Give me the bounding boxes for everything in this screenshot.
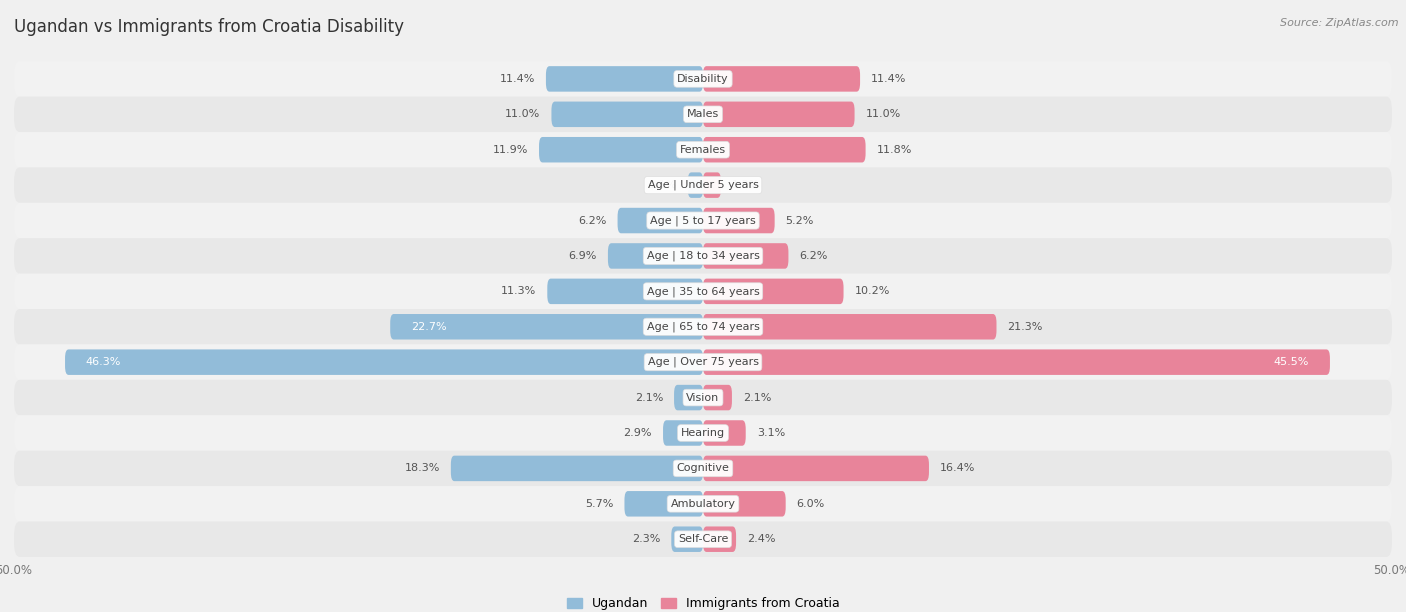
Text: Males: Males bbox=[688, 110, 718, 119]
Text: 2.3%: 2.3% bbox=[631, 534, 661, 544]
FancyBboxPatch shape bbox=[703, 243, 789, 269]
FancyBboxPatch shape bbox=[546, 66, 703, 92]
FancyBboxPatch shape bbox=[703, 385, 733, 410]
FancyBboxPatch shape bbox=[14, 168, 1392, 203]
Text: 3.1%: 3.1% bbox=[756, 428, 785, 438]
Text: 11.8%: 11.8% bbox=[876, 144, 912, 155]
FancyBboxPatch shape bbox=[14, 274, 1392, 309]
FancyBboxPatch shape bbox=[703, 102, 855, 127]
FancyBboxPatch shape bbox=[617, 208, 703, 233]
FancyBboxPatch shape bbox=[14, 345, 1392, 380]
FancyBboxPatch shape bbox=[14, 416, 1392, 450]
Text: Self-Care: Self-Care bbox=[678, 534, 728, 544]
Legend: Ugandan, Immigrants from Croatia: Ugandan, Immigrants from Croatia bbox=[561, 592, 845, 612]
FancyBboxPatch shape bbox=[391, 314, 703, 340]
FancyBboxPatch shape bbox=[703, 208, 775, 233]
Text: 2.4%: 2.4% bbox=[747, 534, 776, 544]
Text: 11.0%: 11.0% bbox=[505, 110, 540, 119]
Text: 45.5%: 45.5% bbox=[1274, 357, 1309, 367]
FancyBboxPatch shape bbox=[703, 314, 997, 340]
Text: 5.7%: 5.7% bbox=[585, 499, 613, 509]
Text: 11.4%: 11.4% bbox=[872, 74, 907, 84]
FancyBboxPatch shape bbox=[671, 526, 703, 552]
Text: 46.3%: 46.3% bbox=[86, 357, 121, 367]
Text: Females: Females bbox=[681, 144, 725, 155]
FancyBboxPatch shape bbox=[624, 491, 703, 517]
Text: 22.7%: 22.7% bbox=[411, 322, 447, 332]
Text: 21.3%: 21.3% bbox=[1008, 322, 1043, 332]
FancyBboxPatch shape bbox=[538, 137, 703, 162]
Text: 1.3%: 1.3% bbox=[733, 180, 761, 190]
FancyBboxPatch shape bbox=[14, 132, 1392, 168]
FancyBboxPatch shape bbox=[14, 380, 1392, 416]
FancyBboxPatch shape bbox=[703, 137, 866, 162]
Text: 6.0%: 6.0% bbox=[797, 499, 825, 509]
FancyBboxPatch shape bbox=[688, 173, 703, 198]
FancyBboxPatch shape bbox=[14, 486, 1392, 521]
Text: 2.9%: 2.9% bbox=[623, 428, 652, 438]
Text: Ambulatory: Ambulatory bbox=[671, 499, 735, 509]
FancyBboxPatch shape bbox=[664, 420, 703, 446]
Text: 11.9%: 11.9% bbox=[492, 144, 529, 155]
Text: Age | 18 to 34 years: Age | 18 to 34 years bbox=[647, 251, 759, 261]
Text: Disability: Disability bbox=[678, 74, 728, 84]
Text: Vision: Vision bbox=[686, 392, 720, 403]
Text: 16.4%: 16.4% bbox=[941, 463, 976, 474]
Text: 2.1%: 2.1% bbox=[742, 392, 772, 403]
Text: Ugandan vs Immigrants from Croatia Disability: Ugandan vs Immigrants from Croatia Disab… bbox=[14, 18, 404, 36]
FancyBboxPatch shape bbox=[65, 349, 703, 375]
FancyBboxPatch shape bbox=[551, 102, 703, 127]
Text: Cognitive: Cognitive bbox=[676, 463, 730, 474]
Text: Age | Under 5 years: Age | Under 5 years bbox=[648, 180, 758, 190]
Text: Hearing: Hearing bbox=[681, 428, 725, 438]
Text: Age | 65 to 74 years: Age | 65 to 74 years bbox=[647, 321, 759, 332]
Text: 1.1%: 1.1% bbox=[648, 180, 676, 190]
Text: 18.3%: 18.3% bbox=[405, 463, 440, 474]
FancyBboxPatch shape bbox=[14, 203, 1392, 238]
FancyBboxPatch shape bbox=[703, 278, 844, 304]
FancyBboxPatch shape bbox=[547, 278, 703, 304]
FancyBboxPatch shape bbox=[14, 97, 1392, 132]
FancyBboxPatch shape bbox=[14, 521, 1392, 557]
Text: Source: ZipAtlas.com: Source: ZipAtlas.com bbox=[1281, 18, 1399, 28]
Text: Age | Over 75 years: Age | Over 75 years bbox=[648, 357, 758, 367]
FancyBboxPatch shape bbox=[703, 173, 721, 198]
Text: 10.2%: 10.2% bbox=[855, 286, 890, 296]
FancyBboxPatch shape bbox=[703, 420, 745, 446]
FancyBboxPatch shape bbox=[607, 243, 703, 269]
FancyBboxPatch shape bbox=[703, 456, 929, 481]
FancyBboxPatch shape bbox=[14, 450, 1392, 486]
FancyBboxPatch shape bbox=[451, 456, 703, 481]
FancyBboxPatch shape bbox=[703, 349, 1330, 375]
FancyBboxPatch shape bbox=[703, 526, 737, 552]
Text: 11.4%: 11.4% bbox=[499, 74, 534, 84]
FancyBboxPatch shape bbox=[14, 238, 1392, 274]
Text: 6.2%: 6.2% bbox=[578, 215, 606, 226]
Text: 11.0%: 11.0% bbox=[866, 110, 901, 119]
FancyBboxPatch shape bbox=[673, 385, 703, 410]
FancyBboxPatch shape bbox=[703, 66, 860, 92]
Text: 2.1%: 2.1% bbox=[634, 392, 664, 403]
Text: 6.9%: 6.9% bbox=[568, 251, 598, 261]
Text: 5.2%: 5.2% bbox=[786, 215, 814, 226]
Text: Age | 5 to 17 years: Age | 5 to 17 years bbox=[650, 215, 756, 226]
FancyBboxPatch shape bbox=[703, 491, 786, 517]
Text: 6.2%: 6.2% bbox=[800, 251, 828, 261]
FancyBboxPatch shape bbox=[14, 309, 1392, 345]
Text: 11.3%: 11.3% bbox=[501, 286, 536, 296]
FancyBboxPatch shape bbox=[14, 61, 1392, 97]
Text: Age | 35 to 64 years: Age | 35 to 64 years bbox=[647, 286, 759, 297]
